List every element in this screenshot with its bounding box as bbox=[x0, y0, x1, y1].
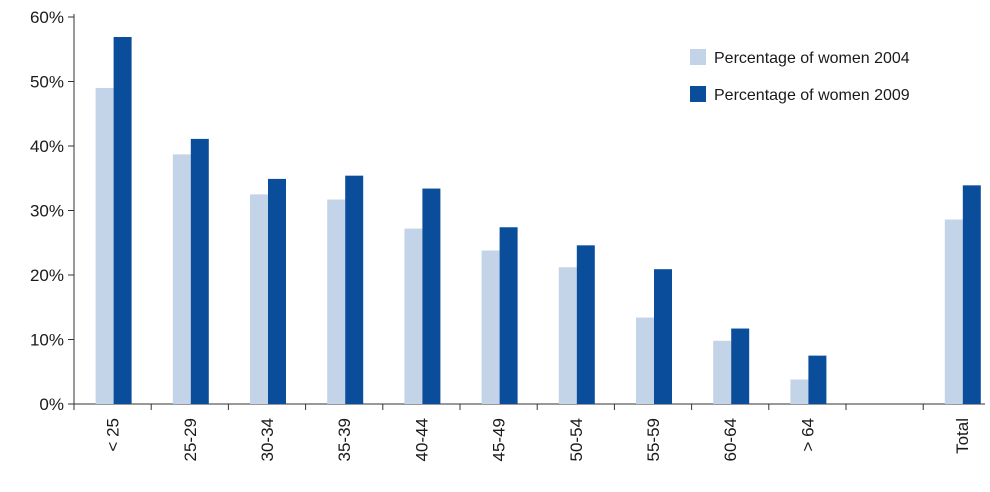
y-tick-label: 30% bbox=[30, 202, 64, 221]
x-category-label: < 25 bbox=[104, 418, 123, 452]
x-category-label: > 64 bbox=[798, 418, 817, 452]
y-tick-label: 10% bbox=[30, 331, 64, 350]
bar-2009 bbox=[345, 175, 364, 404]
bar-2009 bbox=[113, 36, 132, 405]
legend: Percentage of women 2004 Percentage of wo… bbox=[690, 49, 910, 104]
bar-2004 bbox=[790, 379, 809, 404]
y-tick-label: 60% bbox=[30, 8, 64, 27]
bar-2009 bbox=[268, 178, 286, 404]
legend-swatch bbox=[690, 49, 706, 65]
bar-2004 bbox=[250, 194, 268, 404]
bar-2009 bbox=[499, 227, 518, 404]
bar-2004 bbox=[636, 317, 654, 404]
y-tick-label: 0% bbox=[39, 395, 64, 414]
bar-2004 bbox=[944, 219, 963, 404]
legend-label: Percentage of women 2009 bbox=[714, 87, 910, 104]
legend-swatch bbox=[690, 86, 706, 102]
bar-2009 bbox=[422, 188, 441, 404]
bar-2009 bbox=[576, 245, 595, 404]
x-category-label: 40-44 bbox=[412, 418, 431, 461]
x-category-label: Total bbox=[953, 418, 972, 454]
x-category-label: 60-64 bbox=[721, 418, 740, 461]
x-axis: < 25 25-29 30-34 35-39 40-44 45-49 50-54 55-59 6… bbox=[73, 403, 985, 461]
x-category-label: 55-59 bbox=[644, 418, 663, 461]
bar-2004 bbox=[95, 87, 114, 404]
bar-2004 bbox=[404, 228, 423, 404]
bar-2009 bbox=[731, 328, 750, 404]
y-tick-label: 20% bbox=[30, 266, 64, 285]
x-category-label: 25-29 bbox=[181, 418, 200, 461]
bar-2009 bbox=[190, 138, 209, 404]
legend-label: Percentage of women 2004 bbox=[714, 50, 910, 67]
x-category-label: 30-34 bbox=[258, 418, 277, 461]
x-category-label: 45-49 bbox=[490, 418, 509, 461]
x-category-label: 35-39 bbox=[335, 418, 354, 461]
bar-2009 bbox=[654, 269, 672, 404]
y-tick-label: 40% bbox=[30, 137, 64, 156]
y-axis: 0% 10% 20% 30% 40% 50% 60% bbox=[30, 8, 75, 414]
bar-2004 bbox=[558, 267, 577, 404]
x-category-label: 50-54 bbox=[567, 418, 586, 461]
bar-2004 bbox=[172, 154, 191, 404]
y-tick-label: 50% bbox=[30, 73, 64, 92]
bar-2004 bbox=[327, 199, 346, 404]
bar-2009 bbox=[808, 355, 827, 404]
bar-2009 bbox=[962, 185, 981, 404]
bars bbox=[95, 36, 981, 405]
bar-2004 bbox=[481, 250, 500, 404]
bar-2004 bbox=[713, 340, 732, 404]
